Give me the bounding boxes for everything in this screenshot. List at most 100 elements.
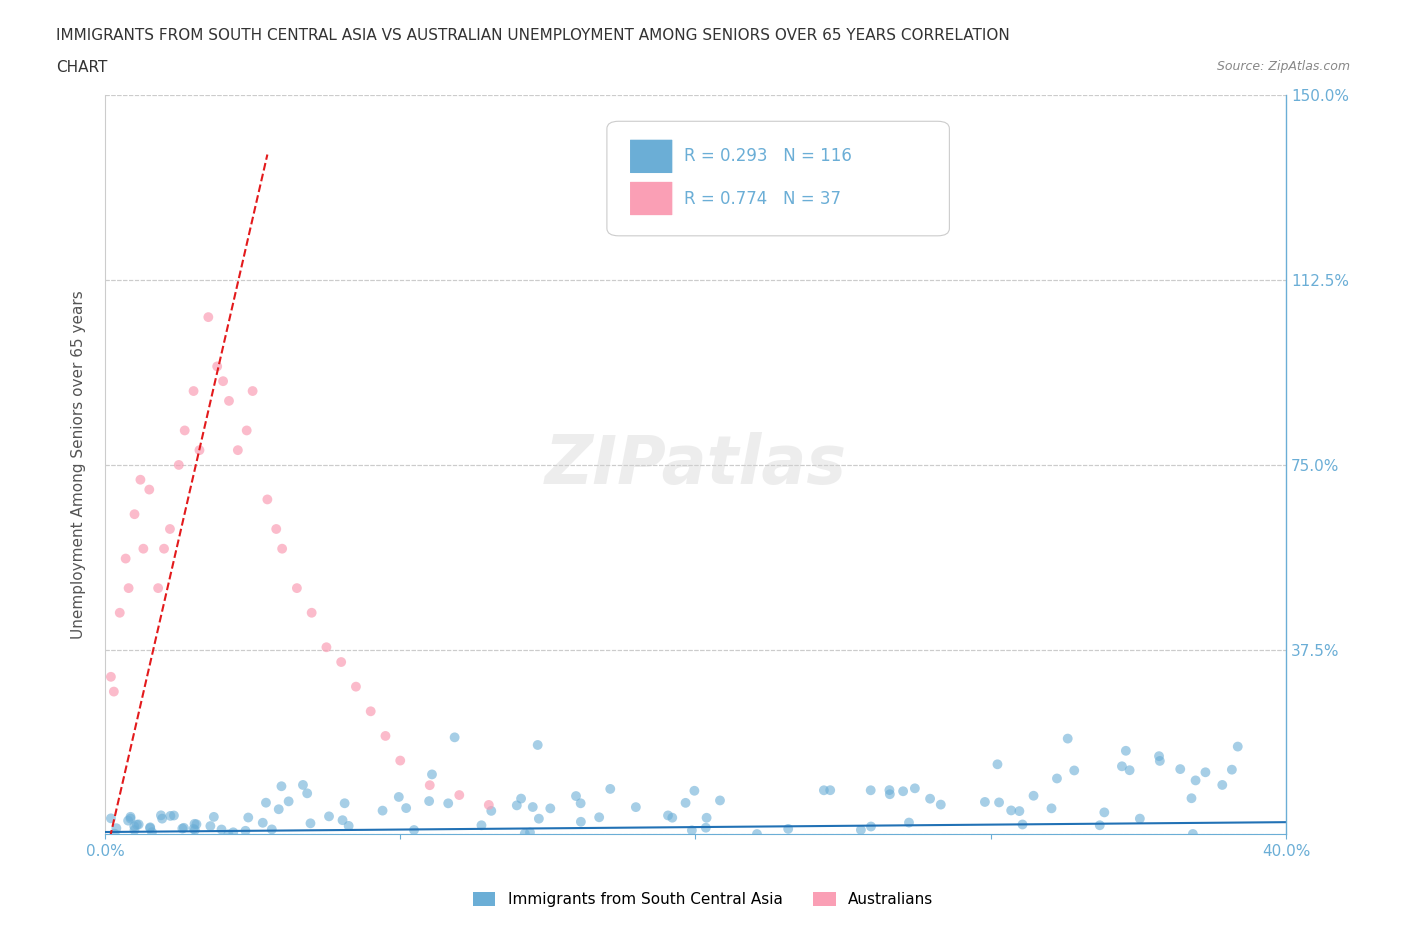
Point bbox=[285, 580, 308, 595]
Point bbox=[129, 472, 152, 487]
Point bbox=[1008, 804, 1031, 818]
Point bbox=[205, 359, 228, 374]
Point bbox=[299, 816, 322, 830]
Point bbox=[1056, 731, 1078, 746]
Point bbox=[695, 820, 717, 835]
FancyBboxPatch shape bbox=[630, 181, 673, 216]
Point bbox=[395, 801, 418, 816]
Point bbox=[202, 809, 225, 824]
Point bbox=[371, 804, 394, 818]
Point bbox=[173, 820, 195, 835]
Point bbox=[1168, 762, 1191, 777]
Point bbox=[519, 825, 541, 840]
Point bbox=[813, 783, 835, 798]
Point bbox=[108, 605, 131, 620]
Point bbox=[657, 808, 679, 823]
Text: ZIPatlas: ZIPatlas bbox=[544, 432, 846, 498]
Point bbox=[1147, 749, 1170, 764]
Point bbox=[675, 795, 697, 810]
Point bbox=[478, 797, 501, 812]
Point bbox=[333, 796, 356, 811]
Point bbox=[330, 655, 353, 670]
Point bbox=[1211, 777, 1233, 792]
Point bbox=[443, 730, 465, 745]
Point bbox=[217, 827, 239, 842]
Point bbox=[1115, 743, 1137, 758]
Point bbox=[1181, 827, 1204, 842]
Point bbox=[1011, 817, 1033, 832]
Point bbox=[1088, 817, 1111, 832]
Point bbox=[1194, 764, 1216, 779]
Point bbox=[681, 823, 703, 838]
Point bbox=[624, 800, 647, 815]
Point bbox=[103, 684, 125, 699]
Point bbox=[1046, 771, 1069, 786]
Text: R = 0.774   N = 37: R = 0.774 N = 37 bbox=[683, 190, 841, 208]
Point bbox=[974, 794, 997, 809]
Point bbox=[402, 823, 425, 838]
Point bbox=[138, 482, 160, 497]
Point bbox=[332, 813, 354, 828]
Point bbox=[270, 778, 292, 793]
Point bbox=[506, 798, 529, 813]
Point bbox=[818, 783, 841, 798]
Point bbox=[849, 822, 872, 837]
Point bbox=[291, 777, 314, 792]
Point bbox=[420, 767, 443, 782]
Point bbox=[117, 580, 139, 595]
Point bbox=[696, 810, 718, 825]
Point bbox=[315, 640, 337, 655]
Point bbox=[163, 808, 186, 823]
Point bbox=[527, 811, 550, 826]
Point bbox=[120, 811, 142, 826]
Point bbox=[437, 796, 460, 811]
Point bbox=[184, 822, 207, 837]
Point bbox=[159, 808, 181, 823]
Point bbox=[186, 817, 208, 831]
Point bbox=[124, 823, 146, 838]
Point bbox=[1022, 789, 1045, 804]
Point bbox=[256, 492, 278, 507]
Point bbox=[389, 753, 412, 768]
Point bbox=[212, 374, 235, 389]
Point bbox=[1220, 763, 1243, 777]
Point bbox=[295, 786, 318, 801]
Point bbox=[100, 670, 122, 684]
Point bbox=[1111, 759, 1133, 774]
Point bbox=[183, 821, 205, 836]
Point bbox=[683, 783, 706, 798]
Point bbox=[526, 737, 548, 752]
Point bbox=[117, 813, 139, 828]
Point bbox=[254, 795, 277, 810]
Point bbox=[898, 815, 921, 830]
FancyBboxPatch shape bbox=[630, 139, 673, 174]
Point bbox=[183, 817, 205, 831]
Point bbox=[141, 825, 163, 840]
Point bbox=[661, 810, 683, 825]
Point bbox=[222, 825, 245, 840]
Point bbox=[120, 809, 142, 824]
Point bbox=[920, 791, 942, 806]
Point bbox=[929, 797, 952, 812]
Point bbox=[479, 804, 502, 818]
Point bbox=[1180, 790, 1202, 805]
Point bbox=[904, 781, 927, 796]
Point bbox=[159, 522, 181, 537]
Point bbox=[301, 605, 323, 620]
Point bbox=[122, 818, 145, 833]
Point bbox=[238, 810, 260, 825]
Point bbox=[1149, 753, 1171, 768]
Point bbox=[153, 541, 176, 556]
Point bbox=[235, 423, 257, 438]
Point bbox=[218, 393, 240, 408]
Point bbox=[344, 679, 367, 694]
Legend: Immigrants from South Central Asia, Australians: Immigrants from South Central Asia, Aust… bbox=[467, 885, 939, 913]
Point bbox=[1000, 803, 1022, 817]
Point bbox=[226, 443, 249, 458]
Point bbox=[242, 383, 264, 398]
Point bbox=[167, 458, 190, 472]
Text: IMMIGRANTS FROM SOUTH CENTRAL ASIA VS AUSTRALIAN UNEMPLOYMENT AMONG SENIORS OVER: IMMIGRANTS FROM SOUTH CENTRAL ASIA VS AU… bbox=[56, 28, 1010, 43]
Point bbox=[510, 791, 533, 806]
Point bbox=[197, 310, 219, 325]
Point bbox=[183, 383, 205, 398]
